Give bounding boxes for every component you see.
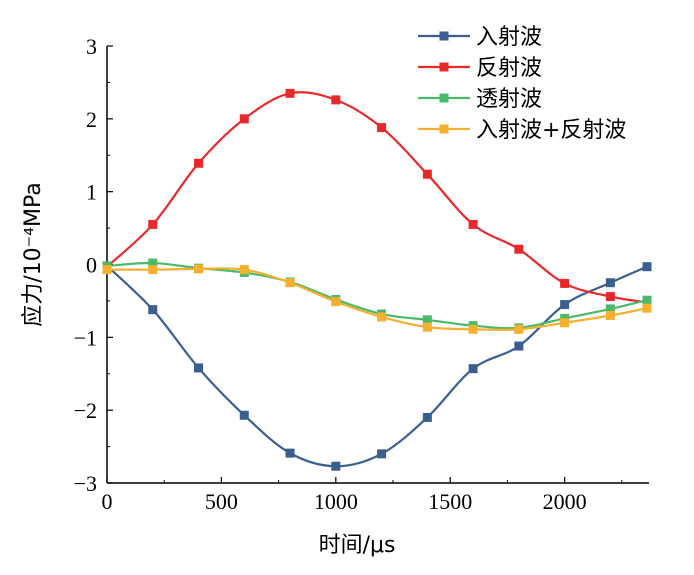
y-ticks: 3 2 1 0 −1 −2 −3 <box>74 34 113 496</box>
series-4 <box>102 264 652 334</box>
data-point-marker <box>422 322 432 332</box>
axes <box>106 46 649 484</box>
data-point-marker <box>642 262 652 272</box>
data-point-marker <box>148 265 158 275</box>
data-point-marker <box>605 304 615 314</box>
data-point-marker <box>239 114 249 124</box>
legend-label: 入射波 <box>476 25 542 50</box>
data-point-marker <box>422 315 432 325</box>
data-point-marker <box>514 324 524 334</box>
data-point-marker <box>194 158 204 168</box>
y-tick-label: −2 <box>74 398 97 423</box>
y-tick-label: −3 <box>74 471 97 496</box>
data-point-marker <box>285 278 295 288</box>
data-point-marker <box>468 219 478 229</box>
data-point-marker <box>148 219 158 229</box>
data-point-marker <box>642 295 652 305</box>
data-point-marker <box>642 303 652 313</box>
data-point-marker <box>377 123 387 133</box>
legend-marker <box>439 31 449 41</box>
data-point-marker <box>514 341 524 351</box>
data-point-marker <box>560 278 570 288</box>
x-axis-title: 时间/μs <box>319 533 396 558</box>
data-point-marker <box>468 324 478 334</box>
data-point-marker <box>468 364 478 374</box>
data-point-marker <box>148 258 158 268</box>
legend-marker <box>439 62 449 72</box>
data-point-marker <box>285 88 295 98</box>
data-point-marker <box>560 300 570 310</box>
legend-label: 反射波 <box>476 56 542 81</box>
series-1 <box>102 261 652 471</box>
y-tick-label: 2 <box>86 107 97 132</box>
x-tick-label: 2000 <box>543 489 587 514</box>
data-point-marker <box>285 448 295 458</box>
x-tick-label: 500 <box>205 489 238 514</box>
x-tick-label: 1500 <box>428 489 472 514</box>
data-point-marker <box>331 461 341 471</box>
series-group <box>102 88 652 471</box>
data-point-marker <box>239 265 249 275</box>
y-tick-label: 3 <box>86 34 97 59</box>
data-point-marker <box>377 449 387 459</box>
legend-marker <box>439 124 449 134</box>
data-point-marker <box>560 318 570 328</box>
data-point-marker <box>148 305 158 315</box>
y-tick-label: 0 <box>86 253 97 278</box>
data-point-marker <box>194 363 204 373</box>
x-ticks: 0 500 1000 1500 2000 <box>102 477 623 514</box>
y-tick-label: 1 <box>86 180 97 205</box>
legend-label: 透射波 <box>476 87 542 112</box>
data-point-marker <box>331 297 341 307</box>
x-tick-label: 0 <box>102 489 113 514</box>
data-point-marker <box>422 169 432 179</box>
data-point-marker <box>239 410 249 420</box>
data-point-marker <box>605 278 615 288</box>
legend-marker <box>439 93 449 103</box>
legend-label: 入射波+反射波 <box>476 118 626 143</box>
series-line <box>106 265 648 468</box>
x-tick-label: 1000 <box>314 489 358 514</box>
data-point-marker <box>605 310 615 320</box>
data-point-marker <box>331 95 341 105</box>
data-point-marker <box>377 312 387 322</box>
data-point-marker <box>514 244 524 254</box>
data-point-marker <box>605 292 615 302</box>
y-tick-label: −1 <box>74 325 97 350</box>
data-point-marker <box>102 265 112 275</box>
data-point-marker <box>422 412 432 422</box>
y-axis-title: 应力/10⁻⁴MPa <box>21 182 46 327</box>
data-point-marker <box>194 264 204 274</box>
